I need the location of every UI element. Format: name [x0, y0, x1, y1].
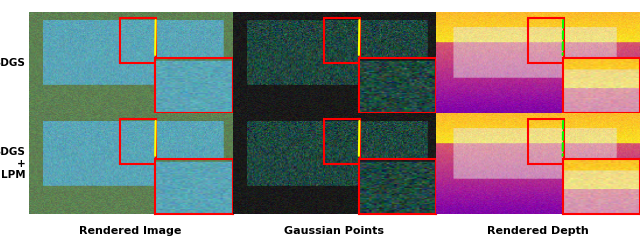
Bar	[324, 18, 360, 63]
Text: Rendered Depth: Rendered Depth	[487, 226, 589, 236]
Bar	[120, 18, 156, 63]
Text: Rendered Image: Rendered Image	[79, 226, 182, 236]
Bar	[324, 119, 360, 164]
Bar	[527, 18, 564, 63]
Text: 3DGS: 3DGS	[0, 58, 26, 68]
Text: Gaussian Points: Gaussian Points	[284, 226, 385, 236]
Bar	[120, 119, 156, 164]
Bar	[527, 119, 564, 164]
Text: 3DGS
+
LPM: 3DGS + LPM	[0, 147, 26, 180]
